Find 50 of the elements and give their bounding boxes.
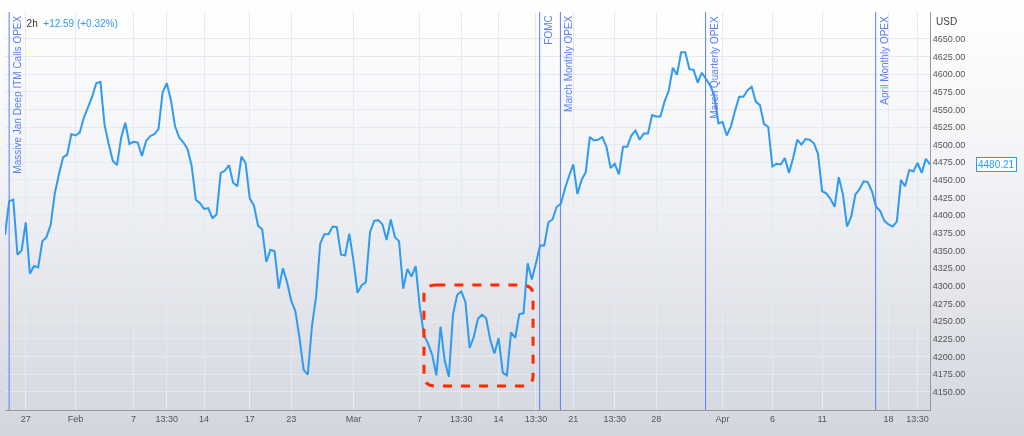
- text: 2h: [26, 17, 38, 29]
- y-axis-title: USD: [936, 16, 958, 27]
- y-tick-label: 4450.00: [932, 175, 966, 186]
- y-tick-label: 4175.00: [932, 369, 966, 380]
- text: 4480.21: [978, 159, 1015, 170]
- y-tick-label: 4575.00: [932, 86, 966, 97]
- y-tick-label: 4500.00: [932, 139, 966, 150]
- x-tick-label: 13:30: [450, 413, 473, 424]
- x-tick-label: 13:30: [524, 413, 548, 424]
- x-tick-label: 6: [769, 413, 775, 424]
- y-tick-label: 4300.00: [932, 280, 966, 291]
- x-tick-label: 13:30: [603, 413, 627, 424]
- text: Massive Jan Deep ITM Calls OPEX: [11, 15, 23, 174]
- text: March Quarterly OPEX: [708, 16, 720, 119]
- y-tick-label: 4275.00: [932, 298, 966, 309]
- text: April Monthly OPEX: [878, 16, 890, 105]
- x-tick-label: Mar: [345, 413, 362, 424]
- y-tick-label: 4250.00: [932, 316, 966, 327]
- x-tick-label: 18: [883, 413, 894, 424]
- x-tick-label: Apr: [715, 413, 730, 424]
- y-tick-label: 4475.00: [932, 157, 966, 168]
- y-tick-label: 4525.00: [932, 122, 966, 133]
- x-tick-label: 23: [286, 413, 297, 424]
- x-tick-label: 14: [493, 413, 504, 424]
- y-tick-label: 4625.00: [932, 51, 966, 62]
- x-tick-label: 17: [244, 413, 255, 424]
- y-tick-label: 4425.00: [932, 192, 966, 203]
- y-tick-label: 4225.00: [932, 333, 966, 344]
- y-tick-label: 4150.00: [932, 386, 966, 397]
- x-tick-label: 28: [651, 413, 662, 424]
- y-tick-label: 4350.00: [932, 245, 966, 256]
- y-tick-label: 4650.00: [932, 33, 966, 44]
- x-tick-label: 13:30: [906, 413, 929, 424]
- x-tick-label: 13:30: [155, 413, 179, 424]
- x-tick-label: 14: [199, 413, 210, 424]
- x-tick-label: 7: [131, 413, 137, 424]
- x-tick-label: 27: [20, 413, 31, 424]
- y-tick-label: 4400.00: [932, 210, 966, 221]
- text: +12.59 (+0.32%): [43, 17, 118, 29]
- y-tick-label: 4375.00: [932, 228, 966, 239]
- y-tick-label: 4550.00: [932, 104, 966, 115]
- y-tick-label: 4200.00: [932, 351, 966, 362]
- x-tick-label: 21: [568, 413, 579, 424]
- y-tick-label: 4600.00: [932, 69, 966, 80]
- y-tick-label: 4325.00: [932, 263, 966, 274]
- x-tick-label: 7: [417, 413, 423, 424]
- x-tick-label: Feb: [67, 413, 84, 424]
- text: FOMC: [542, 15, 554, 45]
- text: March Monthly OPEX: [562, 15, 574, 112]
- x-tick-label: 11: [817, 413, 827, 424]
